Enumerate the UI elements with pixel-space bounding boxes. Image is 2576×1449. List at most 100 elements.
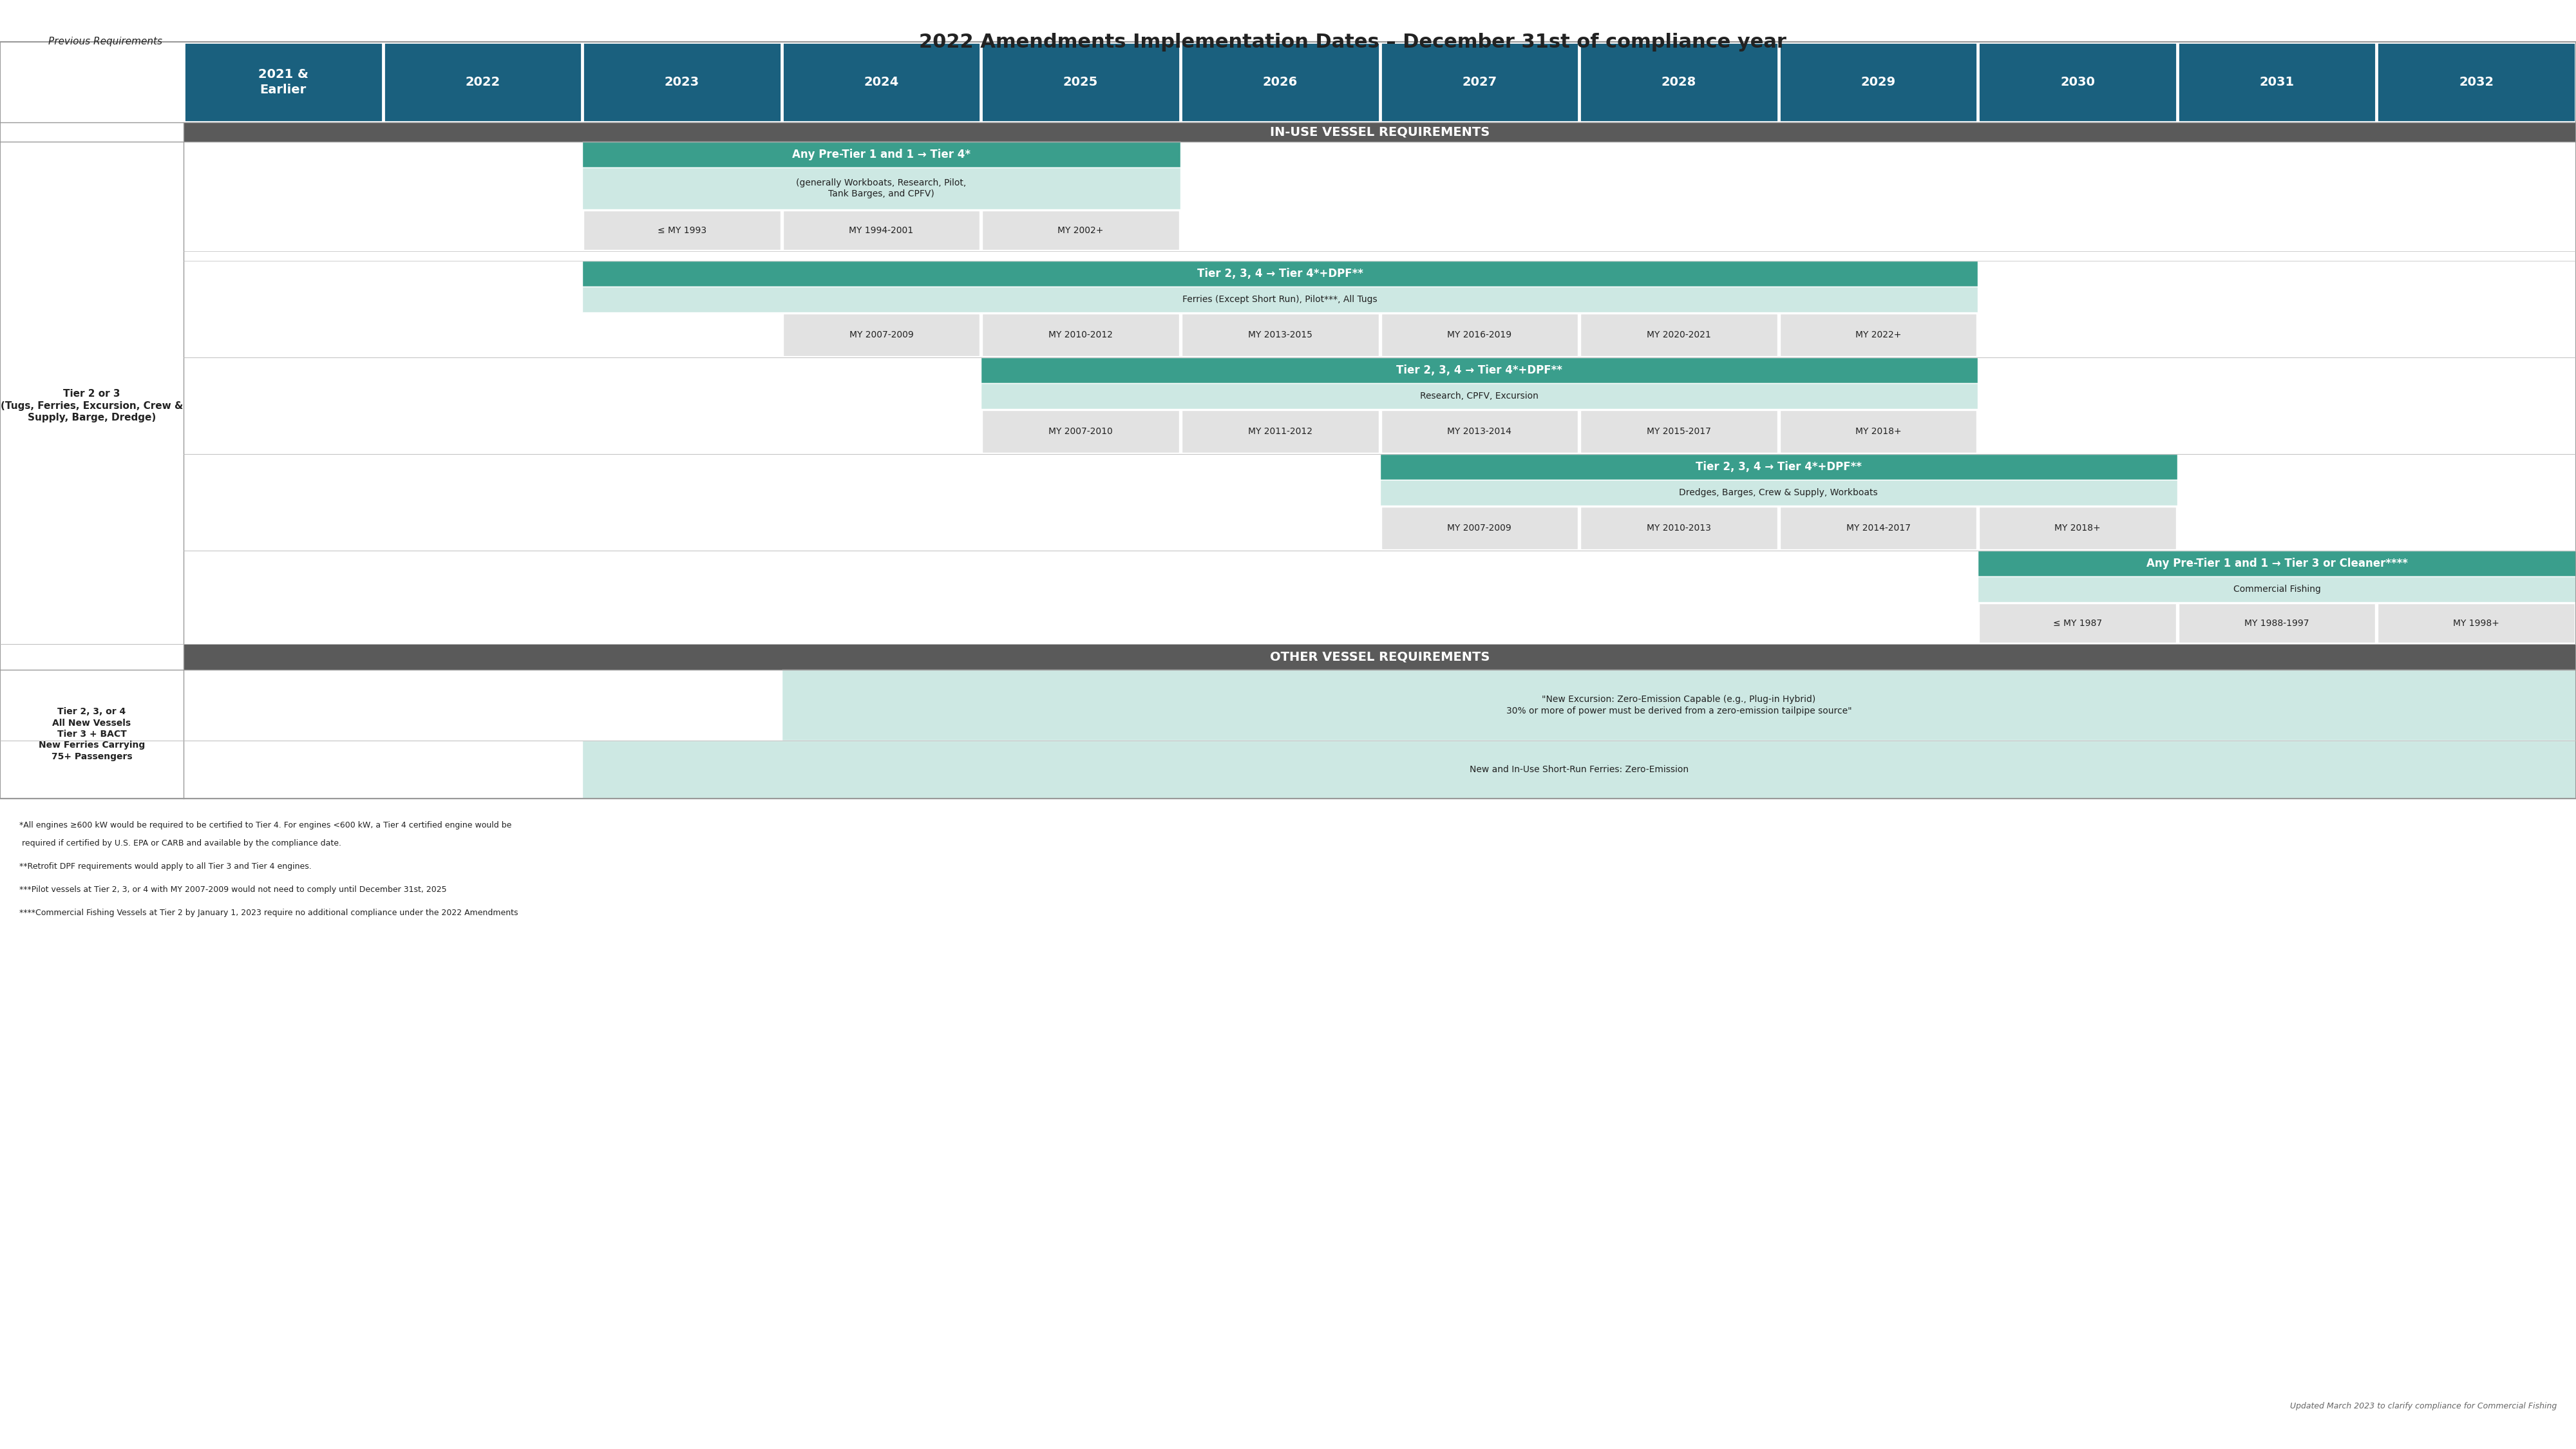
Text: 2028: 2028 [1662,75,1695,88]
Text: required if certified by U.S. EPA or CARB and available by the compliance date.: required if certified by U.S. EPA or CAR… [21,839,340,848]
Text: Tier 2, 3, 4 → Tier 4*+DPF**: Tier 2, 3, 4 → Tier 4*+DPF** [1695,461,1862,472]
Text: MY 2014-2017: MY 2014-2017 [1847,523,1911,533]
Text: Any Pre-Tier 1 and 1 → Tier 3 or Cleaner****: Any Pre-Tier 1 and 1 → Tier 3 or Cleaner… [2146,558,2409,569]
Bar [582,287,1978,313]
Text: 2022: 2022 [466,75,500,88]
Bar [981,383,1978,409]
Bar [1780,42,1978,122]
Text: IN-USE VESSEL REQUIREMENTS: IN-USE VESSEL REQUIREMENTS [1270,126,1489,138]
Bar [781,669,2576,740]
Bar [1381,480,2177,506]
Text: MY 2007-2009: MY 2007-2009 [1448,523,1512,533]
Bar [183,122,2576,142]
Bar [1182,313,1378,356]
Bar [2378,603,2576,643]
Text: (generally Workboats, Research, Pilot,
Tank Barges, and CPFV): (generally Workboats, Research, Pilot, T… [796,178,966,199]
Text: ****Commercial Fishing Vessels at Tier 2 by January 1, 2023 require no additiona: ****Commercial Fishing Vessels at Tier 2… [21,909,518,917]
Bar [1381,313,1579,356]
Text: MY 1994-2001: MY 1994-2001 [850,226,914,235]
Bar [2378,42,2576,122]
Bar [1780,410,1976,452]
Text: "New Excursion: Zero-Emission Capable (e.g., Plug-in Hybrid)
30% or more of powe: "New Excursion: Zero-Emission Capable (e… [1507,696,1852,716]
Text: 2032: 2032 [2460,75,2494,88]
Bar [981,313,1180,356]
Bar [582,42,781,122]
Bar [783,313,979,356]
Bar [1582,410,1777,452]
Text: 2023: 2023 [665,75,701,88]
Text: ≤ MY 1993: ≤ MY 1993 [657,226,706,235]
Bar [1780,313,1976,356]
Text: 2024: 2024 [863,75,899,88]
Bar [1978,42,2177,122]
Text: Tier 2 or 3
(Tugs, Ferries, Excursion, Crew &
Supply, Barge, Dredge): Tier 2 or 3 (Tugs, Ferries, Excursion, C… [0,388,183,423]
Text: MY 2010-2012: MY 2010-2012 [1048,330,1113,339]
Text: 2027: 2027 [1463,75,1497,88]
Bar [185,42,381,122]
Bar [981,358,1978,383]
Bar [0,122,183,643]
Text: ***Pilot vessels at Tier 2, 3, or 4 with MY 2007-2009 would not need to comply u: ***Pilot vessels at Tier 2, 3, or 4 with… [21,885,446,894]
Bar [783,210,979,249]
Bar [1978,551,2576,577]
Bar [1978,577,2576,603]
Text: MY 2007-2010: MY 2007-2010 [1048,427,1113,436]
Bar [981,210,1180,249]
Bar [0,42,2576,798]
Bar [183,643,2576,669]
Text: MY 2002+: MY 2002+ [1059,226,1103,235]
Text: New and In-Use Short-Run Ferries: Zero-Emission: New and In-Use Short-Run Ferries: Zero-E… [1471,765,1690,774]
Bar [981,42,1180,122]
Text: Tier 2, 3, 4 → Tier 4*+DPF**: Tier 2, 3, 4 → Tier 4*+DPF** [1396,365,1564,377]
Bar [783,42,981,122]
Text: MY 2015-2017: MY 2015-2017 [1646,427,1710,436]
Bar [582,261,1978,287]
Bar [1381,507,1579,549]
Text: Ferries (Except Short Run), Pilot***, All Tugs: Ferries (Except Short Run), Pilot***, Al… [1182,296,1378,304]
Text: MY 2022+: MY 2022+ [1855,330,1901,339]
Bar [582,740,2576,798]
Bar [2177,42,2375,122]
Text: MY 2013-2014: MY 2013-2014 [1448,427,1512,436]
Bar [585,210,781,249]
Bar [1381,410,1579,452]
Text: *All engines ≥600 kW would be required to be certified to Tier 4. For engines <6: *All engines ≥600 kW would be required t… [21,822,513,829]
Bar [981,410,1180,452]
Bar [1582,313,1777,356]
Text: MY 2010-2013: MY 2010-2013 [1646,523,1710,533]
Bar [1780,507,1976,549]
Text: Research, CPFV, Excursion: Research, CPFV, Excursion [1419,391,1538,400]
Text: Dredges, Barges, Crew & Supply, Workboats: Dredges, Barges, Crew & Supply, Workboat… [1680,488,1878,497]
Text: MY 2018+: MY 2018+ [2056,523,2099,533]
Text: MY 1988-1997: MY 1988-1997 [2244,619,2308,627]
Text: 2030: 2030 [2061,75,2094,88]
Text: MY 1998+: MY 1998+ [2452,619,2499,627]
Text: ≤ MY 1987: ≤ MY 1987 [2053,619,2102,627]
Text: 2031: 2031 [2259,75,2295,88]
Bar [384,42,582,122]
Bar [1180,42,1378,122]
Text: MY 2020-2021: MY 2020-2021 [1646,330,1710,339]
Text: 2025: 2025 [1064,75,1097,88]
Text: MY 2007-2009: MY 2007-2009 [850,330,914,339]
Text: MY 2018+: MY 2018+ [1855,427,1901,436]
Text: MY 2013-2015: MY 2013-2015 [1247,330,1311,339]
Text: 2026: 2026 [1262,75,1298,88]
Text: 2029: 2029 [1860,75,1896,88]
Bar [582,168,1180,209]
Text: **Retrofit DPF requirements would apply to all Tier 3 and Tier 4 engines.: **Retrofit DPF requirements would apply … [21,862,312,871]
Text: MY 2011-2012: MY 2011-2012 [1247,427,1311,436]
Bar [1978,507,2177,549]
Text: 2022 Amendments Implementation Dates – December 31st of compliance year: 2022 Amendments Implementation Dates – D… [920,32,1785,51]
Text: OTHER VESSEL REQUIREMENTS: OTHER VESSEL REQUIREMENTS [1270,651,1489,664]
Bar [1381,42,1579,122]
Bar [1579,42,1777,122]
Text: Tier 2, 3, or 4
All New Vessels
Tier 3 + BACT
New Ferries Carrying
75+ Passenger: Tier 2, 3, or 4 All New Vessels Tier 3 +… [39,707,144,761]
Bar [2179,603,2375,643]
Text: MY 2016-2019: MY 2016-2019 [1448,330,1512,339]
Text: Commercial Fishing: Commercial Fishing [2233,585,2321,594]
Bar [1381,454,2177,480]
Text: Previous Requirements: Previous Requirements [49,38,162,46]
Text: 2021 &
Earlier: 2021 & Earlier [258,68,309,96]
Bar [1182,410,1378,452]
